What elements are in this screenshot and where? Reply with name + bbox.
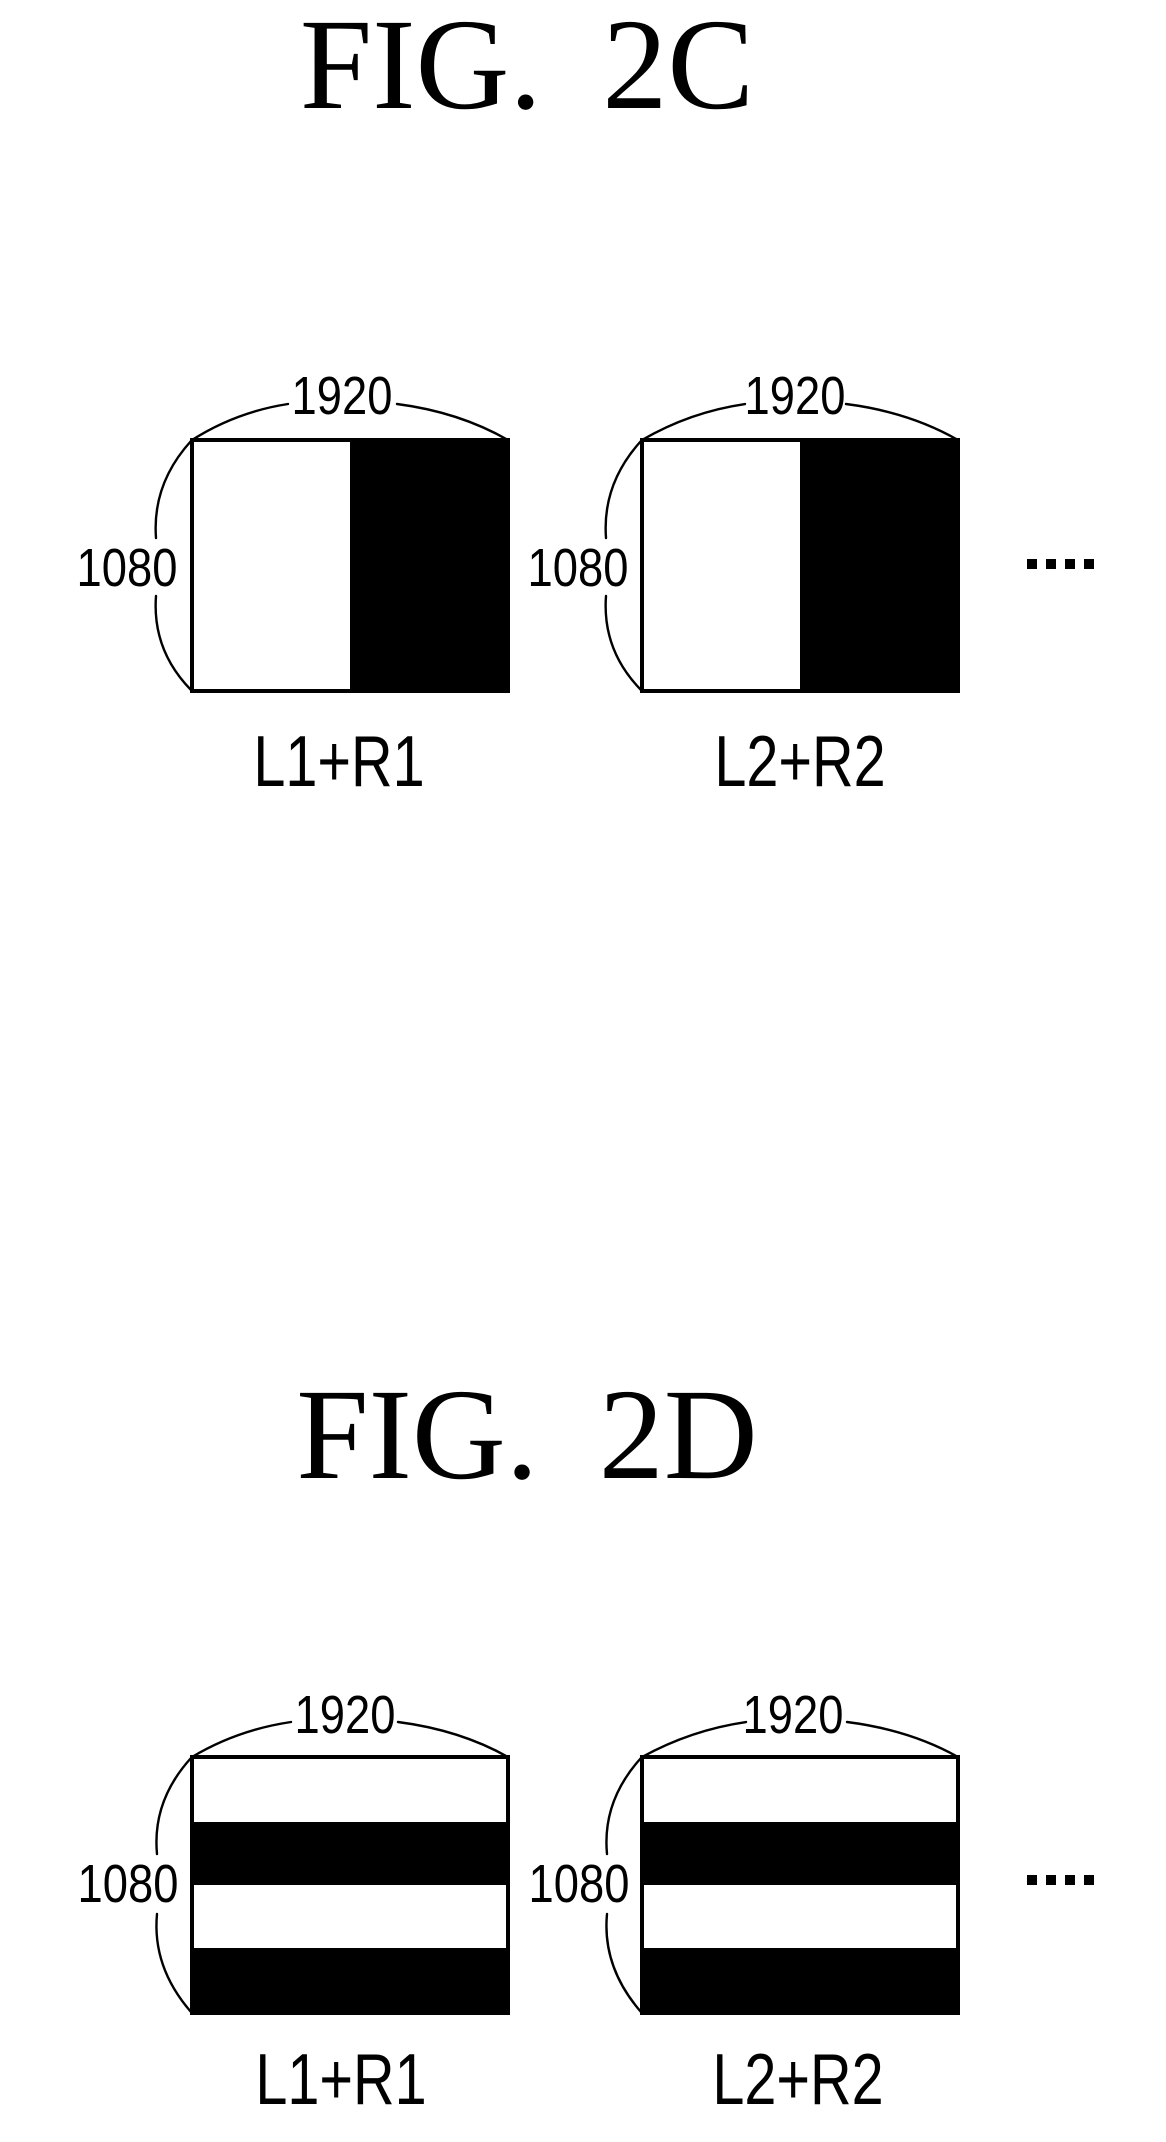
width-label-2c-f1: 1920 (291, 366, 393, 426)
arc-2c-f1-height-bottom (154, 594, 193, 692)
stripe-white (644, 1885, 956, 1948)
width-label-2c-f2: 1920 (744, 366, 846, 426)
stripe-black (644, 1822, 956, 1885)
arc-2d-f1-width-left (190, 1720, 293, 1759)
arc-2d-f2-height-bottom (605, 1912, 643, 2014)
stripe-black (644, 1948, 956, 2011)
dot (1084, 1875, 1094, 1885)
width-label-2d-f1: 1920 (294, 1685, 396, 1745)
height-label-2d-f1: 1080 (77, 1854, 179, 1914)
continuation-dots-2c (1027, 559, 1097, 569)
arc-2c-f2-height-top (604, 439, 643, 540)
continuation-dots-2d (1027, 1875, 1097, 1885)
stripe-white (194, 1759, 506, 1822)
figure-2c-title: FIG. 2C (299, 0, 755, 137)
height-label-2c-f1: 1080 (76, 538, 178, 598)
arc-2c-f1-width-left (190, 402, 290, 442)
arc-2d-f2-width-right (845, 1720, 960, 1759)
arc-2c-f2-width-right (844, 402, 960, 442)
arc-2d-f1-height-bottom (155, 1912, 193, 2014)
frame-2d-l1r1 (190, 1755, 510, 2015)
frame-2c-l2r2 (640, 438, 960, 693)
dot (1027, 1875, 1037, 1885)
arc-2d-f1-width-right (396, 1720, 510, 1759)
caption-2c-f2: L2+R2 (714, 722, 886, 802)
width-label-2d-f2: 1920 (742, 1685, 844, 1745)
height-label-2d-f2: 1080 (528, 1854, 630, 1914)
frame-2c-l1r1 (190, 438, 510, 693)
arc-2d-f2-height-top (605, 1756, 643, 1856)
frame-2d-l2r2 (640, 1755, 960, 2015)
stripe-white (644, 1759, 956, 1822)
arc-2d-f1-height-top (155, 1756, 193, 1856)
dot (1046, 1875, 1056, 1885)
height-label-2c-f2: 1080 (527, 538, 629, 598)
figure-2d-title: FIG. 2D (296, 1363, 758, 1507)
dot (1046, 559, 1056, 569)
arc-2c-f1-width-right (395, 402, 510, 442)
frame-2c-l2r2-black-right-half (800, 442, 956, 689)
stripe-black (194, 1822, 506, 1885)
arc-2c-f1-height-top (154, 439, 193, 540)
dot (1027, 559, 1037, 569)
caption-2d-f2: L2+R2 (712, 2040, 884, 2120)
caption-2c-f1: L1+R1 (253, 722, 425, 802)
dot (1065, 1875, 1075, 1885)
stripe-white (194, 1885, 506, 1948)
frame-2c-l1r1-black-right-half (350, 442, 506, 689)
stripe-black (194, 1948, 506, 2011)
arc-2c-f2-height-bottom (604, 594, 643, 692)
dot (1065, 559, 1075, 569)
dot (1084, 559, 1094, 569)
caption-2d-f1: L1+R1 (255, 2040, 427, 2120)
